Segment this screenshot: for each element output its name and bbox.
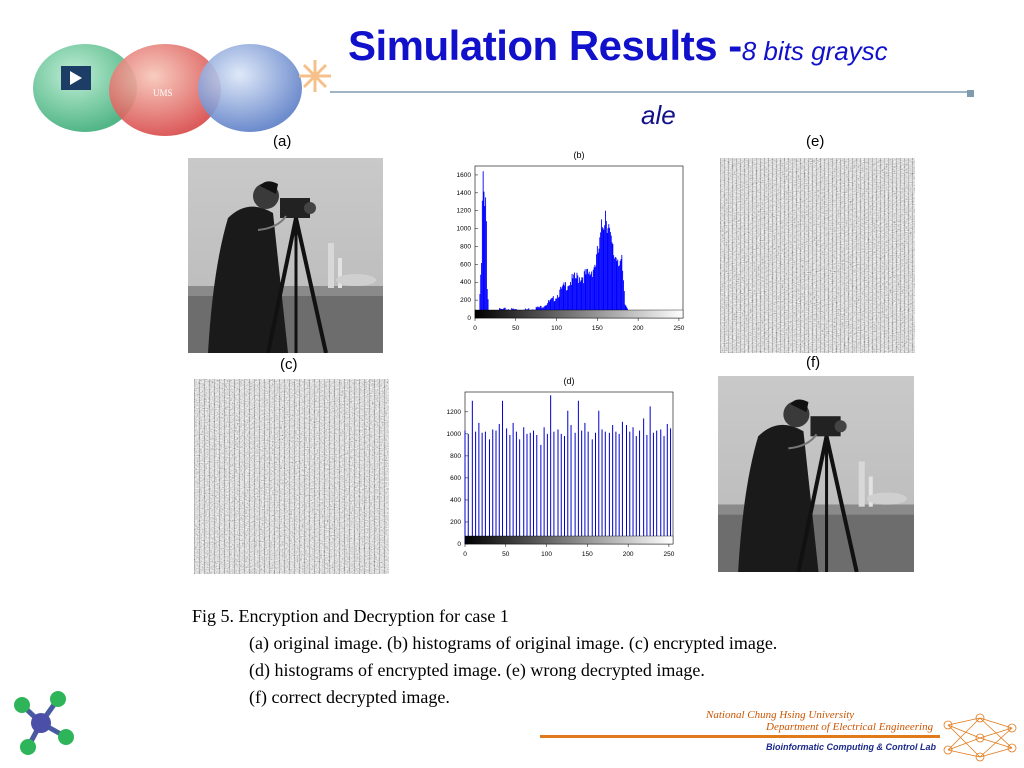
bars — [475, 171, 684, 318]
footer-university: National Chung Hsing University — [706, 709, 855, 721]
title-sub-continued: ale — [641, 100, 676, 130]
y-tick-label: 800 — [450, 453, 461, 460]
neural-network-icon — [943, 713, 1017, 762]
correct-decrypted-image — [718, 376, 914, 572]
slide-title: Simulation Results -8 bits graysc — [348, 22, 888, 70]
x-tick-label: 50 — [502, 551, 510, 558]
x-tick-label: 0 — [463, 551, 467, 558]
title-sub: 8 bits graysc — [741, 36, 888, 66]
header-logo: UMS — [33, 44, 331, 136]
x-tick-label: 100 — [551, 325, 562, 332]
label-a: (a) — [273, 133, 292, 150]
y-tick-label: 200 — [460, 297, 471, 304]
molecule-icon — [14, 691, 74, 755]
x-tick-label: 150 — [582, 551, 593, 558]
x-tick-label: 250 — [663, 551, 674, 558]
x-tick-label: 0 — [473, 325, 477, 332]
chart-title: (d) — [564, 376, 575, 386]
x-tick-label: 100 — [541, 551, 552, 558]
label-f: (f) — [806, 354, 821, 371]
histogram-encrypted: (d) 0 50 100 150 200 250 0 200 400 600 800 1000 1200 — [447, 376, 675, 558]
x-tick-label: 50 — [512, 325, 520, 332]
label-e: (e) — [806, 133, 825, 150]
y-tick-label: 1200 — [457, 208, 472, 215]
x-tick-label: 250 — [673, 325, 684, 332]
header-divider-marker — [967, 90, 974, 97]
footer-department: Department of Electrical Engineering — [766, 721, 934, 733]
footer-lab: Bioinformatic Computing & Control Lab — [766, 742, 936, 752]
y-tick-label: 600 — [450, 475, 461, 482]
chart-title: (b) — [574, 150, 585, 160]
encrypted-image — [194, 379, 389, 574]
logo-badge: UMS — [153, 88, 173, 98]
y-tick-label: 1200 — [447, 409, 462, 416]
figure-caption: Fig 5. Encryption and Decryption for cas… — [192, 603, 777, 711]
y-tick-label: 0 — [457, 541, 461, 548]
footer-divider — [540, 735, 940, 738]
y-tick-label: 0 — [467, 315, 471, 322]
x-tick-label: 150 — [592, 325, 603, 332]
y-tick-label: 1600 — [457, 172, 472, 179]
caption-line-3: (d) histograms of encrypted image. (e) w… — [249, 660, 705, 680]
y-tick-label: 200 — [450, 519, 461, 526]
wrong-decrypted-image — [720, 158, 915, 353]
y-tick-label: 1400 — [457, 190, 472, 197]
snowflake-icon — [299, 60, 331, 92]
caption-line-1: Fig 5. Encryption and Decryption for cas… — [192, 606, 509, 626]
x-tick-label: 200 — [633, 325, 644, 332]
y-tick-label: 800 — [460, 243, 471, 250]
y-tick-label: 1000 — [447, 431, 462, 438]
caption-line-2: (a) original image. (b) histograms of or… — [249, 633, 778, 653]
caption-line-4: (f) correct decrypted image. — [249, 687, 450, 707]
original-image — [188, 158, 383, 353]
y-tick-label: 1000 — [457, 226, 472, 233]
colorbar — [474, 309, 684, 319]
y-tick-label: 600 — [460, 261, 471, 268]
colorbar — [464, 535, 674, 545]
bars — [464, 395, 672, 544]
header-divider — [330, 91, 970, 93]
x-tick-label: 200 — [623, 551, 634, 558]
title-main: Simulation Results - — [348, 22, 742, 69]
histogram-original: (b) 0 50 100 150 200 250 0 200 400 600 800 1000 1200 1… — [457, 150, 685, 332]
label-c: (c) — [280, 356, 298, 373]
y-tick-label: 400 — [460, 279, 471, 286]
y-tick-label: 400 — [450, 497, 461, 504]
